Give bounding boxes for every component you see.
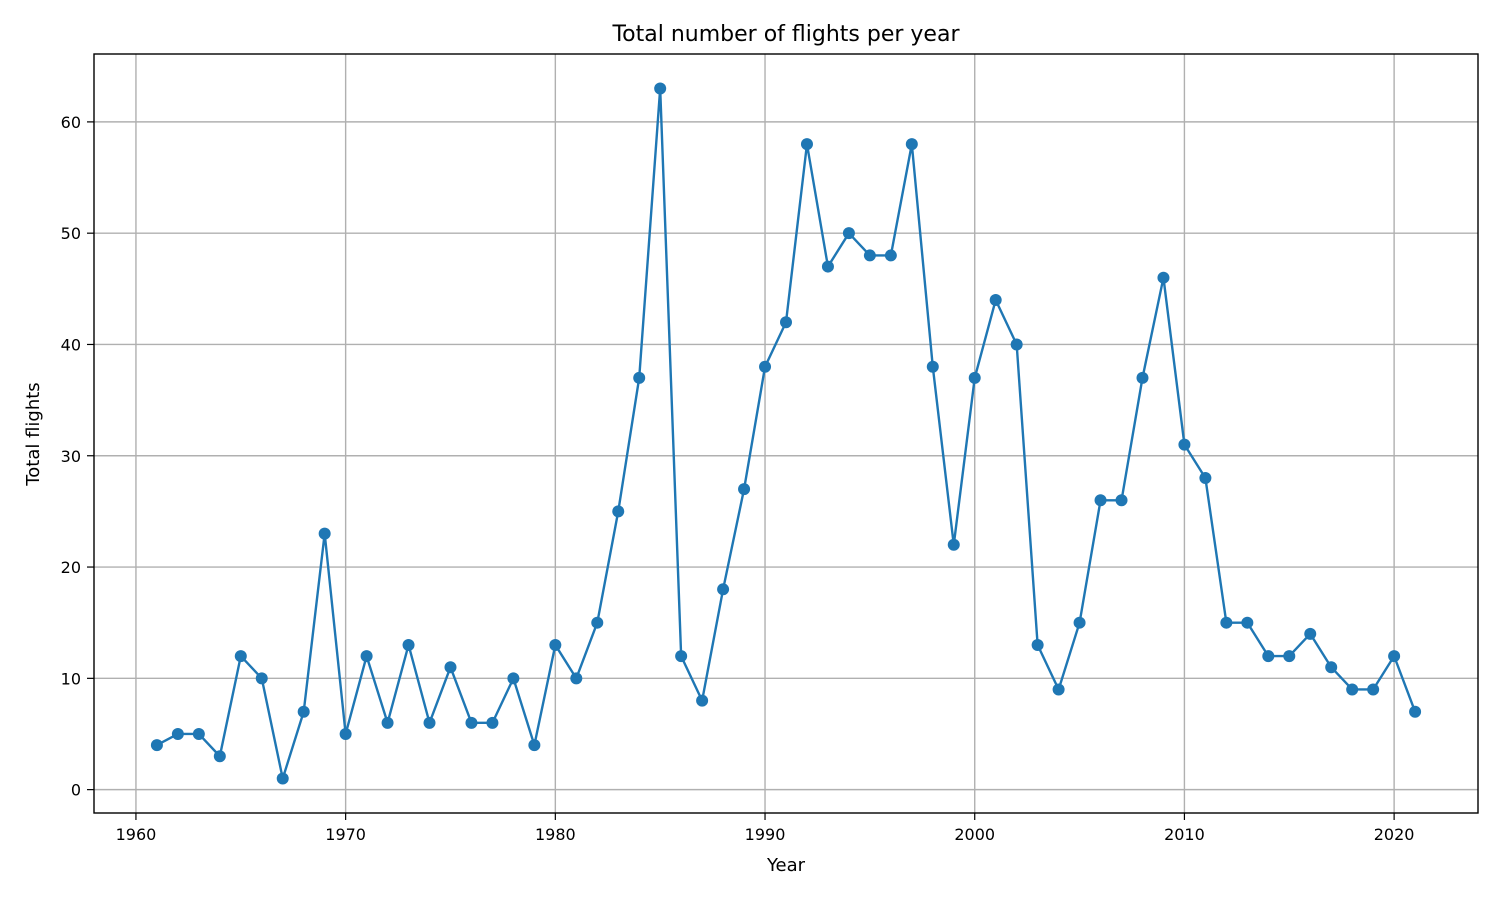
y-tick-label: 0 [71, 781, 81, 800]
data-point [1283, 650, 1296, 663]
x-tick-label: 2020 [1374, 825, 1415, 844]
data-point [591, 616, 604, 629]
data-point [1367, 683, 1380, 696]
x-axis-label: Year [766, 855, 806, 876]
data-point [507, 672, 520, 685]
data-point [780, 316, 792, 329]
data-point [1325, 661, 1338, 674]
y-tick-label: 20 [61, 558, 81, 577]
data-point [1052, 683, 1065, 696]
series-layer [150, 82, 1422, 785]
data-point [612, 505, 625, 518]
data-point [905, 138, 918, 151]
data-point [213, 750, 226, 763]
grid-layer [94, 54, 1478, 813]
data-point [297, 705, 310, 718]
data-point [1178, 438, 1191, 451]
data-point [192, 727, 205, 740]
data-point [318, 527, 331, 540]
data-point [842, 227, 855, 240]
data-point [360, 650, 373, 663]
data-point [654, 82, 667, 95]
data-point [821, 260, 834, 273]
y-tick-label: 30 [61, 447, 81, 466]
data-point [884, 249, 897, 262]
data-point [675, 650, 688, 663]
x-tick-label: 1960 [116, 825, 157, 844]
data-point [1010, 338, 1023, 351]
data-point [1346, 683, 1359, 696]
y-tick-label: 50 [61, 224, 81, 243]
data-point [926, 360, 939, 373]
data-point [528, 739, 541, 752]
y-tick-label: 60 [61, 113, 81, 132]
x-tick-label: 1990 [745, 825, 786, 844]
data-point [759, 360, 772, 373]
data-point [1157, 271, 1170, 284]
data-point [1304, 627, 1317, 640]
data-point [1199, 472, 1212, 485]
data-point [696, 694, 709, 707]
data-point [947, 538, 960, 551]
data-point [1388, 650, 1401, 663]
data-point [570, 672, 583, 685]
data-point [423, 716, 436, 729]
data-point [738, 483, 751, 496]
data-point [800, 138, 813, 151]
data-point [1220, 616, 1233, 629]
data-point [1031, 638, 1044, 651]
data-point [444, 661, 457, 674]
data-point [863, 249, 876, 262]
data-point [276, 772, 289, 785]
data-point [1409, 705, 1422, 718]
data-point [381, 716, 394, 729]
chart-title: Total number of flights per year [611, 22, 960, 47]
y-axis-label: Total flights [23, 382, 44, 486]
data-point [1073, 616, 1086, 629]
data-point [968, 371, 981, 384]
data-point [171, 727, 184, 740]
data-point [1136, 371, 1149, 384]
data-point [339, 727, 352, 740]
y-tick-label: 10 [61, 669, 81, 688]
data-point [234, 650, 247, 663]
data-point [717, 583, 730, 596]
x-tick-label: 1980 [535, 825, 576, 844]
data-point [1115, 494, 1128, 507]
data-point [150, 739, 163, 752]
x-tick-label: 2010 [1164, 825, 1205, 844]
data-point [402, 638, 415, 651]
data-point [1262, 650, 1275, 663]
data-point [549, 638, 562, 651]
data-point [465, 716, 478, 729]
data-point [989, 293, 1002, 306]
data-point [486, 716, 499, 729]
x-tick-label: 2000 [954, 825, 995, 844]
y-tick-label: 40 [61, 335, 81, 354]
plot-frame [93, 53, 1479, 814]
data-point [1094, 494, 1107, 507]
data-point [255, 672, 268, 685]
x-tick-label: 1970 [325, 825, 366, 844]
tick-layer: 1960 1970 1980 1990 2000 2010 2020 0 10 20 30 40 50 6… [61, 113, 1415, 844]
data-point [633, 371, 646, 384]
data-point [1241, 616, 1254, 629]
